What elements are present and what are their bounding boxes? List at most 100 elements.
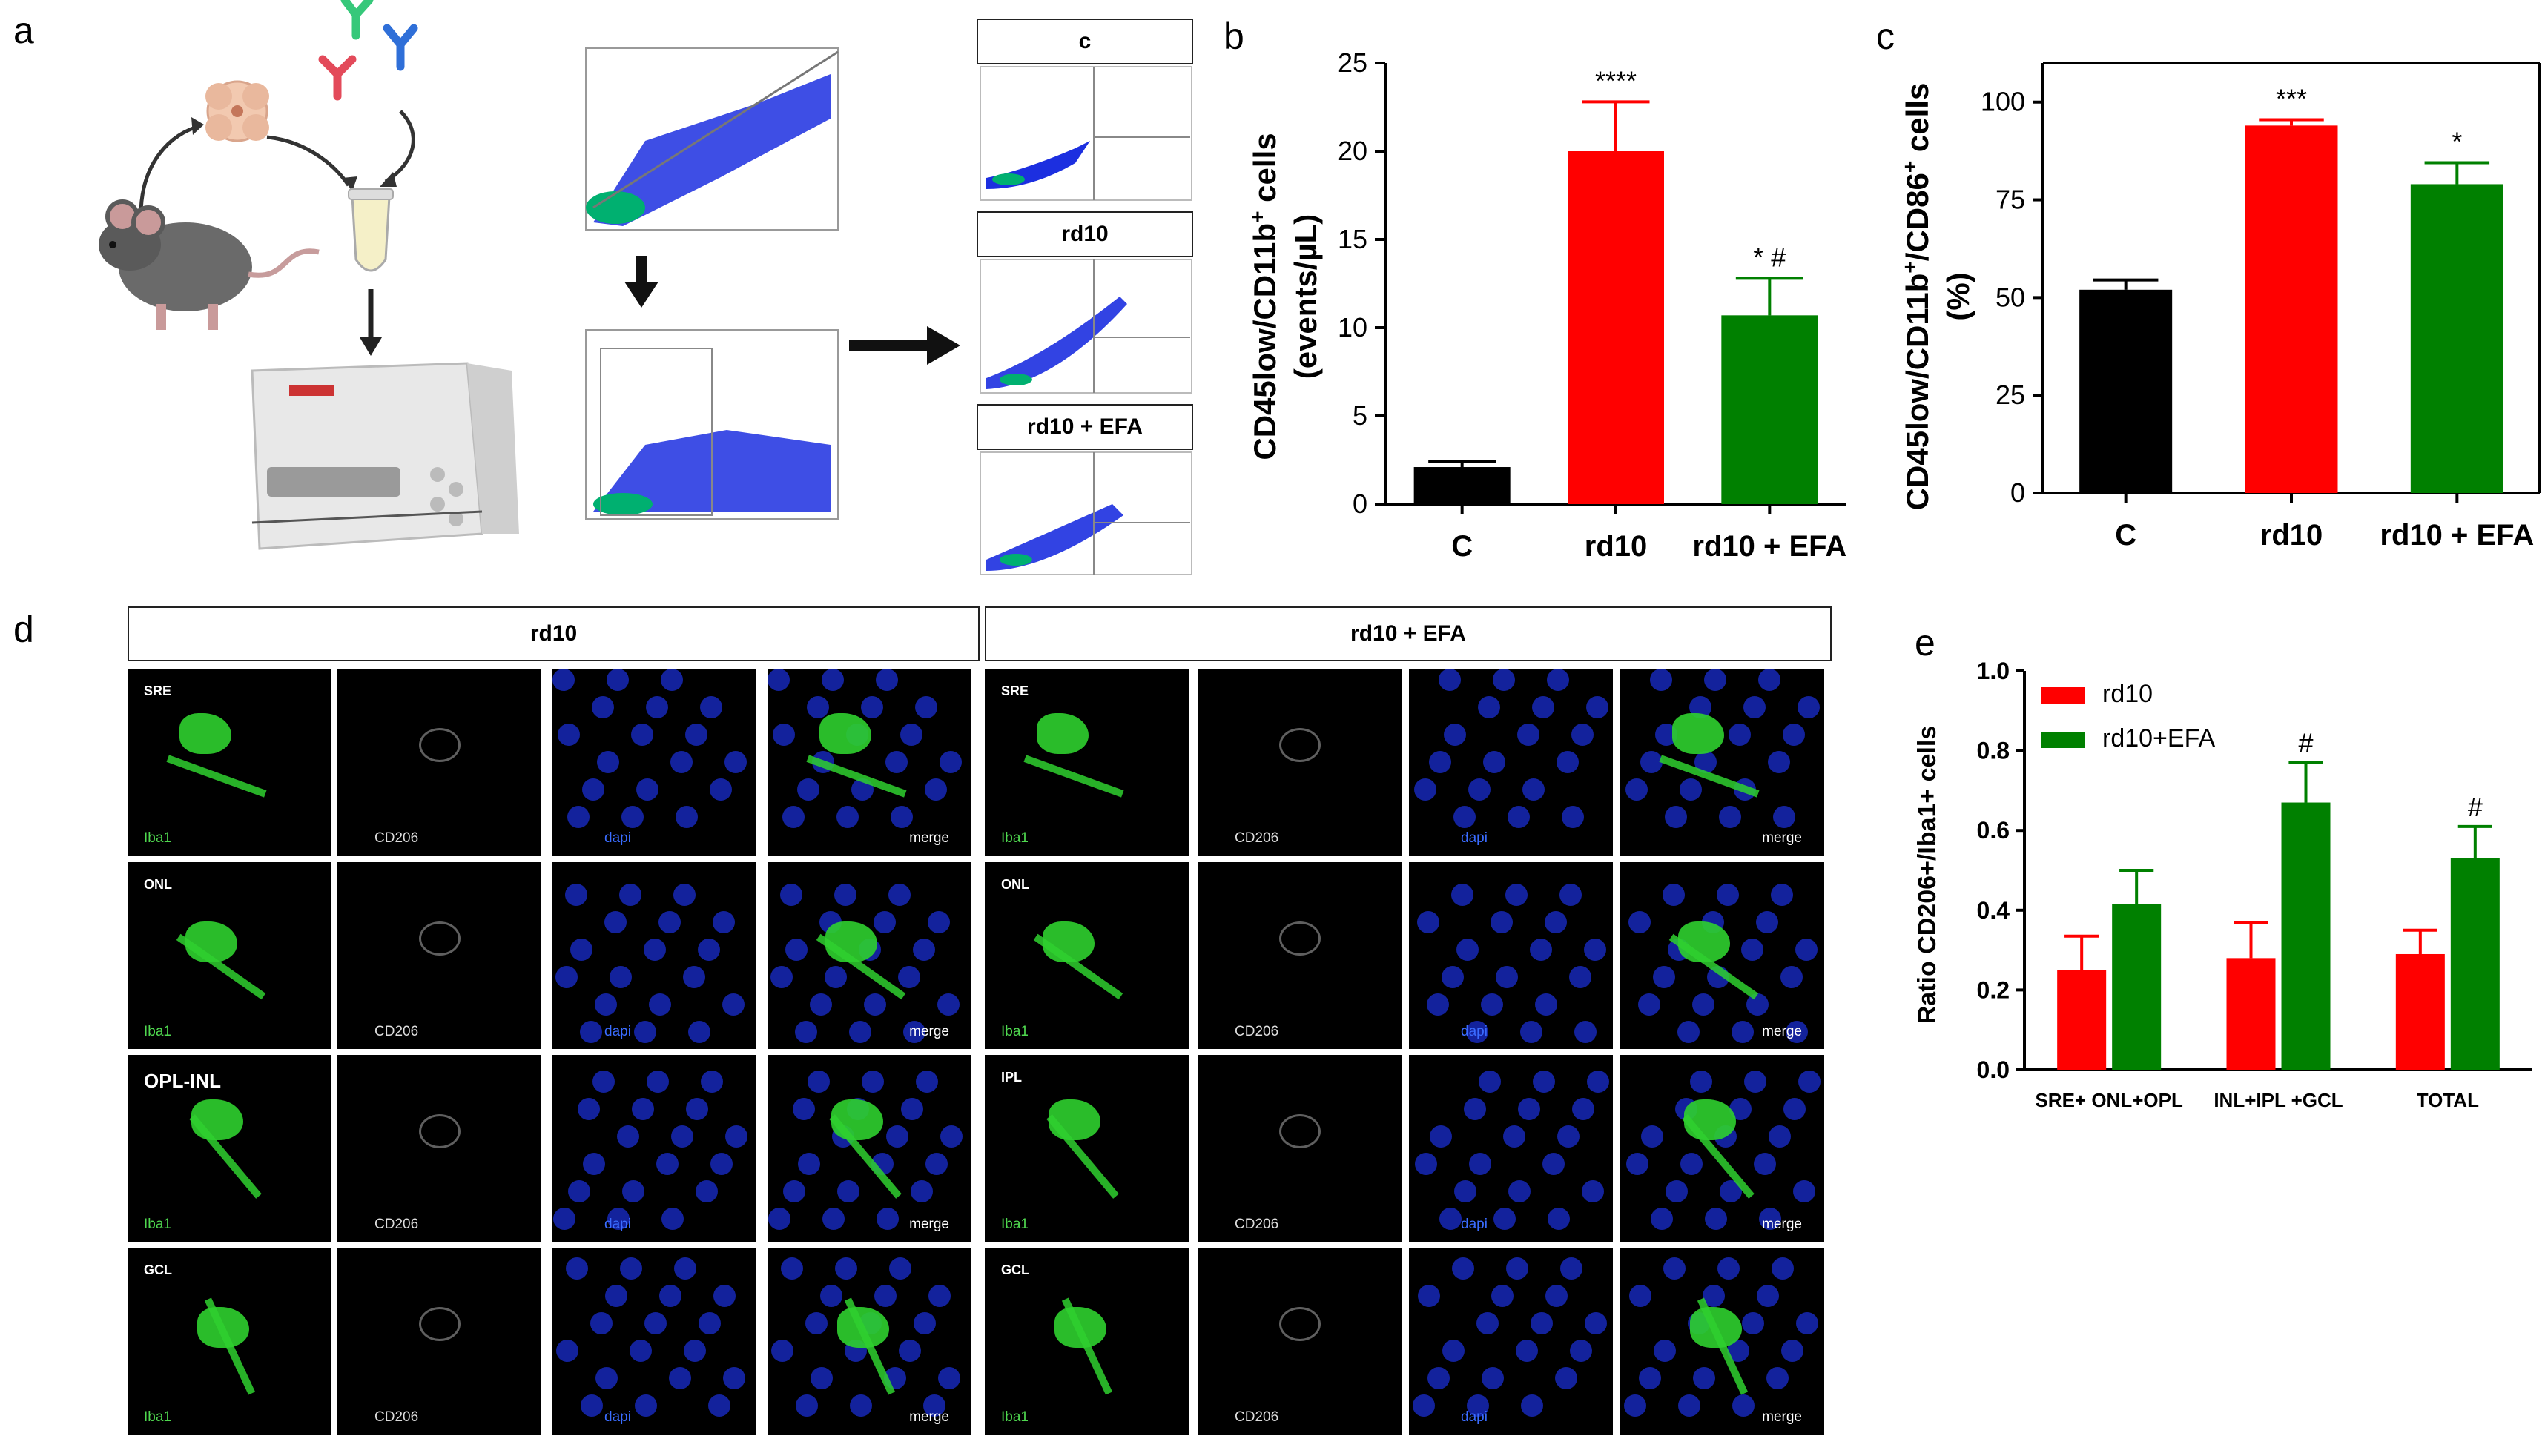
bar (1413, 467, 1511, 504)
channel-label: merge (1762, 1409, 1802, 1425)
bar (2079, 289, 2173, 493)
micrograph-r-1-2: dapi (1409, 862, 1613, 1049)
y-axis-label: Ratio CD206+/Iba1+ cells (1913, 726, 1941, 1025)
x-tick-label: INL+IPL +GCL (2214, 1089, 2343, 1111)
legend-swatch (2041, 687, 2085, 704)
micrograph-l-2-1: CD206 (337, 1055, 541, 1242)
cytometer-icon (251, 362, 519, 550)
micrograph-l-0-3: merge (768, 669, 971, 856)
panel-letter-c: c (1876, 16, 1895, 57)
y-tick-label: 0.2 (1977, 976, 2010, 1003)
scatter-plot-live-cells (585, 329, 839, 520)
bar (1568, 151, 1664, 504)
x-tick-label: SRE+ ONL+OPL (2035, 1089, 2182, 1111)
significance-label: # (2298, 728, 2313, 758)
layer-label: GCL (1001, 1263, 1029, 1277)
micrograph-r-2-2: dapi (1409, 1055, 1613, 1242)
group-header-rd10-efa: rd10 + EFA (985, 606, 1832, 661)
channel-label: merge (909, 1217, 949, 1232)
arrow-icon (849, 326, 960, 365)
gated-plot-rd10 (980, 259, 1192, 394)
flow-header-rd10-efa: rd10 + EFA (977, 404, 1193, 450)
x-tick-label: C (1451, 530, 1473, 563)
channel-label: dapi (1461, 1024, 1488, 1039)
micrograph-l-0-0: SRE Iba1 (128, 669, 331, 856)
channel-label: dapi (604, 1409, 631, 1425)
bar (2226, 958, 2276, 1070)
channel-label: dapi (1461, 1217, 1488, 1232)
channel-label: dapi (1461, 1409, 1488, 1425)
micrograph-r-3-2: dapi (1409, 1248, 1613, 1435)
retina-icon (205, 80, 269, 142)
y-tick-label: 100 (1981, 87, 2025, 117)
bar (2395, 953, 2445, 1070)
channel-label: merge (1762, 1217, 1802, 1232)
y-tick-label: 25 (1338, 47, 1367, 78)
arrow-icon (266, 135, 351, 187)
channel-label: dapi (604, 1024, 631, 1039)
y-axis-label-line2: (events/µL) (1288, 214, 1323, 380)
channel-label: CD206 (1235, 830, 1279, 846)
significance-label: * # (1753, 242, 1786, 272)
micrograph-l-3-1: CD206 (337, 1248, 541, 1435)
x-tick-label: C (2115, 519, 2136, 552)
micrograph-l-1-3: merge (768, 862, 971, 1049)
channel-label: merge (1762, 1024, 1802, 1039)
channel-label: Iba1 (1001, 1409, 1029, 1425)
micrograph-r-2-0: IPL Iba1 (985, 1055, 1189, 1242)
y-tick-label: 50 (1996, 282, 2025, 312)
y-tick-label: 0.0 (1977, 1056, 2010, 1083)
x-tick-label: rd10 + EFA (2380, 519, 2534, 552)
micrograph-l-0-2: dapi (552, 669, 756, 856)
bar (2112, 904, 2162, 1070)
x-tick-label: TOTAL (2417, 1089, 2479, 1111)
micrograph-l-1-0: ONL Iba1 (128, 862, 331, 1049)
panel-letter-e: e (1915, 622, 1935, 664)
micrograph-l-1-1: CD206 (337, 862, 541, 1049)
significance-label: * (2452, 126, 2462, 156)
micrograph-r-1-1: CD206 (1198, 862, 1402, 1049)
channel-label: Iba1 (144, 1217, 171, 1232)
channel-label: CD206 (374, 1024, 419, 1039)
significance-label: **** (1595, 65, 1637, 96)
layer-label: ONL (144, 877, 172, 892)
flow-gating-plots (585, 47, 839, 520)
layer-label: SRE (1001, 684, 1029, 698)
y-tick-label: 0 (1353, 489, 1367, 519)
channel-label: merge (909, 1409, 949, 1425)
channel-label: CD206 (1235, 1024, 1279, 1039)
micrograph-r-2-1: CD206 (1198, 1055, 1402, 1242)
y-tick-label: 0 (2010, 477, 2025, 508)
y-tick-label: 0.6 (1977, 817, 2010, 844)
bar (2450, 858, 2500, 1070)
micrograph-l-0-1: CD206 (337, 669, 541, 856)
channel-label: merge (909, 830, 949, 846)
legend-swatch (2041, 732, 2085, 748)
layer-label: ONL (1001, 877, 1029, 892)
y-axis-label-line2: (%) (1941, 272, 1975, 320)
chart-c: 0 25 50 75 100 C rd10 *** rd10 + EFA * CD45low/CD1… (1898, 62, 2541, 552)
y-tick-label: 75 (1996, 185, 2025, 215)
layer-label: GCL (144, 1263, 172, 1277)
layer-label: IPL (1001, 1070, 1023, 1085)
arrow-icon (139, 124, 201, 216)
gated-plot-rd10-efa (980, 451, 1192, 575)
legend-label: rd10+EFA (2102, 724, 2215, 752)
channel-label: merge (1762, 830, 1802, 846)
bar (2245, 125, 2338, 493)
flow-gated-plots (980, 66, 1192, 575)
micrograph-r-0-1: CD206 (1198, 669, 1402, 856)
channel-label: CD206 (1235, 1217, 1279, 1232)
y-tick-label: 25 (1996, 380, 2025, 410)
y-tick-label: 5 (1353, 400, 1367, 431)
legend-label: rd10 (2102, 680, 2153, 708)
bar (1721, 315, 1818, 504)
micrograph-r-2-3: merge (1620, 1055, 1824, 1242)
micrograph-r-3-3: merge (1620, 1248, 1824, 1435)
channel-label: dapi (604, 1217, 631, 1232)
x-tick-label: rd10 (1585, 530, 1648, 563)
x-tick-label: rd10 + EFA (1692, 530, 1846, 563)
bar (2410, 184, 2503, 494)
micrograph-r-3-0: GCL Iba1 (985, 1248, 1189, 1435)
channel-label: CD206 (1235, 1409, 1279, 1425)
